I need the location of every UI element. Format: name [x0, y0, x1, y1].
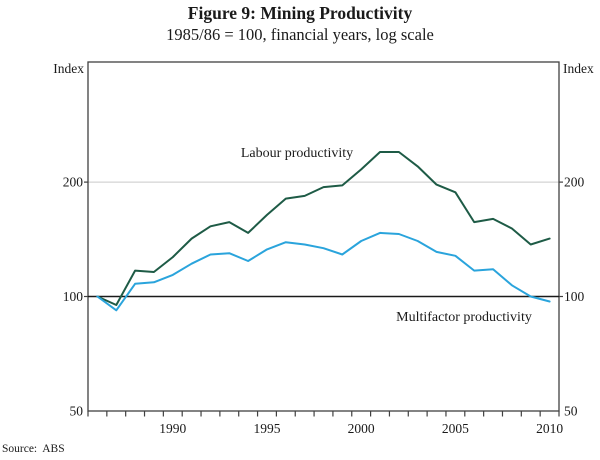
y-tick-label-left: 50 [70, 403, 84, 418]
y-tick-label-left: 200 [63, 175, 84, 190]
series-label: Multifactor productivity [396, 310, 532, 325]
y-tick-label-left: 100 [63, 289, 84, 304]
x-tick-label: 1990 [159, 421, 186, 436]
y-tick-label-right: 100 [564, 289, 585, 304]
x-tick-label: 2005 [442, 421, 469, 436]
plot-frame [87, 61, 560, 412]
y-tick-label-right: 50 [564, 403, 578, 418]
y-axis-unit-left: Index [53, 61, 84, 76]
y-axis-unit-right: Index [563, 61, 594, 76]
series-label: Labour productivity [241, 146, 353, 161]
y-tick-label-right: 200 [564, 175, 585, 190]
x-tick-label: 1995 [253, 421, 280, 436]
chart-subtitle: 1985/86 = 100, financial years, log scal… [166, 25, 434, 44]
x-tick-label: 2000 [348, 421, 375, 436]
chart-title: Figure 9: Mining Productivity [187, 3, 413, 23]
labour-productivity-line [96, 151, 551, 306]
multifactor-productivity-line [96, 231, 551, 312]
source-note: Source: ABS [2, 443, 65, 455]
x-tick-label: 2010 [536, 421, 563, 436]
